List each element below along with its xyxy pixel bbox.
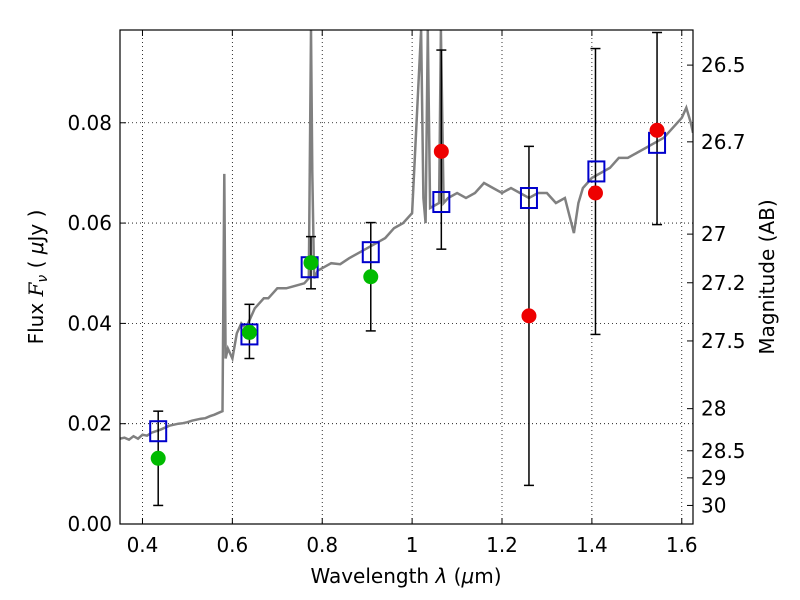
y-tick-label: 0.00 [67,512,112,536]
y-tick-label: 0.02 [67,412,112,436]
y-tick-label: 0.04 [67,311,112,335]
y2-tick-label: 26.5 [701,53,746,77]
x-tick-label: 1 [406,533,419,557]
y2-tick-label: 26.7 [701,130,746,154]
model-square [361,241,380,264]
red-data-point [521,308,537,324]
y2-tick-label: 27.2 [701,271,746,295]
model-square [587,160,606,183]
model-square [240,323,259,346]
red-data-point [587,185,603,201]
data-point-markers [150,122,665,466]
error-bars [153,31,663,507]
model-square [149,420,168,443]
green-data-point [150,450,166,466]
y-tick-label: 0.06 [67,211,112,235]
x-tick-label: 0.4 [127,533,159,557]
green-data-point [303,255,319,271]
y2-tick-label: 29 [701,466,726,490]
y2-tick-label: 30 [701,493,726,517]
green-data-point [241,324,257,340]
x-tick-label: 1.4 [576,533,608,557]
y-axis-title: Flux Fν ( μJy ) [24,210,51,345]
y2-tick-label: 28 [701,397,726,421]
y2-tick-label: 28.5 [701,439,746,463]
axis-ticks: 0.4 0.6 0.8 1 1.2 1.4 1.6 0.00 0.02 0.04 0.06 0.08 2… [67,30,746,557]
y2-tick-label: 27.5 [701,329,746,353]
model-square [519,187,538,210]
model-square [432,191,451,214]
x-tick-label: 1.2 [486,533,518,557]
right-axis-title: Magnitude (AB) [755,199,779,354]
y-tick-label: 0.08 [67,111,112,135]
x-tick-label: 1.6 [666,533,698,557]
x-tick-label: 0.6 [216,533,248,557]
x-axis-title: Wavelength λ (μm) [310,564,501,588]
green-data-point [363,269,379,285]
spectrum-line [120,30,693,442]
plot-frame [119,29,694,525]
chart-marks [120,30,693,507]
red-data-point [433,143,449,159]
x-tick-label: 0.8 [306,533,338,557]
red-data-point [649,122,665,138]
y2-tick-label: 27 [701,222,726,246]
grid-lines [120,30,693,525]
model-square-markers [149,131,667,443]
